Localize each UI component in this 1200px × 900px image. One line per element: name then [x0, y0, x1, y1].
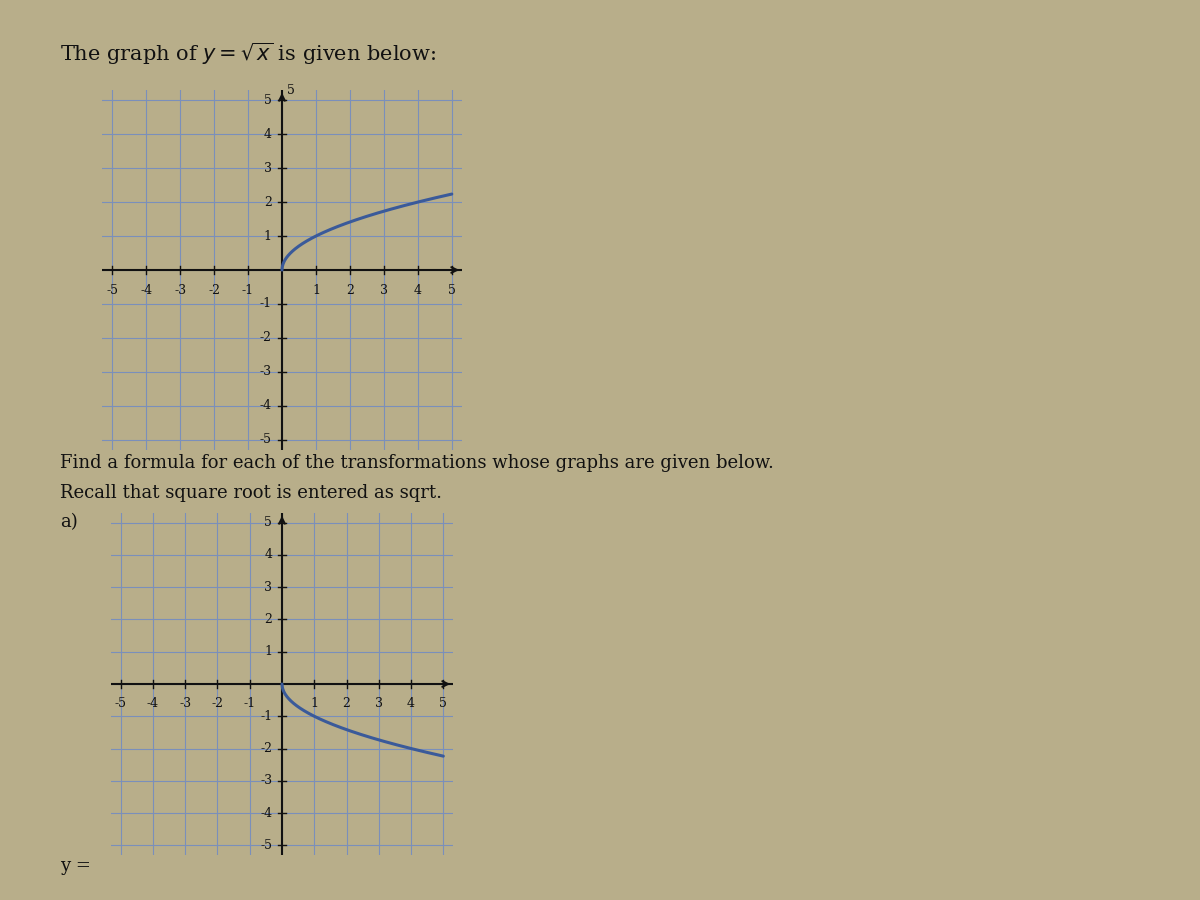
- Text: 2: 2: [342, 697, 350, 710]
- Text: The graph of $y = \sqrt{x}$ is given below:: The graph of $y = \sqrt{x}$ is given bel…: [60, 40, 436, 67]
- Text: 5: 5: [448, 284, 456, 297]
- Text: -2: -2: [260, 331, 272, 345]
- Text: -3: -3: [179, 697, 191, 710]
- Text: 5: 5: [264, 94, 272, 107]
- Text: -3: -3: [259, 365, 272, 378]
- Text: 2: 2: [346, 284, 354, 297]
- Text: 3: 3: [380, 284, 388, 297]
- Text: 4: 4: [407, 697, 415, 710]
- Text: -5: -5: [106, 284, 118, 297]
- Text: a): a): [60, 513, 78, 531]
- Text: -2: -2: [208, 284, 220, 297]
- Text: 2: 2: [264, 613, 272, 626]
- Text: Find a formula for each of the transformations whose graphs are given below.: Find a formula for each of the transform…: [60, 454, 774, 472]
- Text: 1: 1: [312, 284, 320, 297]
- Text: -4: -4: [146, 697, 160, 710]
- Text: -4: -4: [140, 284, 152, 297]
- Text: -2: -2: [211, 697, 223, 710]
- Text: 5: 5: [287, 84, 295, 97]
- Text: -5: -5: [115, 697, 127, 710]
- Text: 3: 3: [264, 162, 272, 175]
- Text: 1: 1: [264, 230, 272, 242]
- Text: 4: 4: [264, 548, 272, 562]
- Text: 4: 4: [264, 128, 272, 140]
- Text: 3: 3: [374, 697, 383, 710]
- Text: 2: 2: [264, 195, 272, 209]
- Text: -4: -4: [260, 806, 272, 820]
- Text: 5: 5: [264, 517, 272, 529]
- Text: -1: -1: [260, 710, 272, 723]
- Text: -2: -2: [260, 742, 272, 755]
- Text: -1: -1: [259, 298, 272, 310]
- Text: 5: 5: [439, 697, 448, 710]
- Text: -1: -1: [244, 697, 256, 710]
- Text: -5: -5: [260, 839, 272, 851]
- Text: 4: 4: [414, 284, 422, 297]
- Text: 3: 3: [264, 580, 272, 594]
- Text: -3: -3: [260, 774, 272, 788]
- Text: -4: -4: [259, 400, 272, 412]
- Text: 1: 1: [264, 645, 272, 658]
- Text: -5: -5: [260, 433, 272, 446]
- Text: y =: y =: [60, 857, 91, 875]
- Text: -1: -1: [242, 284, 254, 297]
- Text: 1: 1: [311, 697, 318, 710]
- Text: Recall that square root is entered as sqrt.: Recall that square root is entered as sq…: [60, 484, 442, 502]
- Text: -3: -3: [174, 284, 186, 297]
